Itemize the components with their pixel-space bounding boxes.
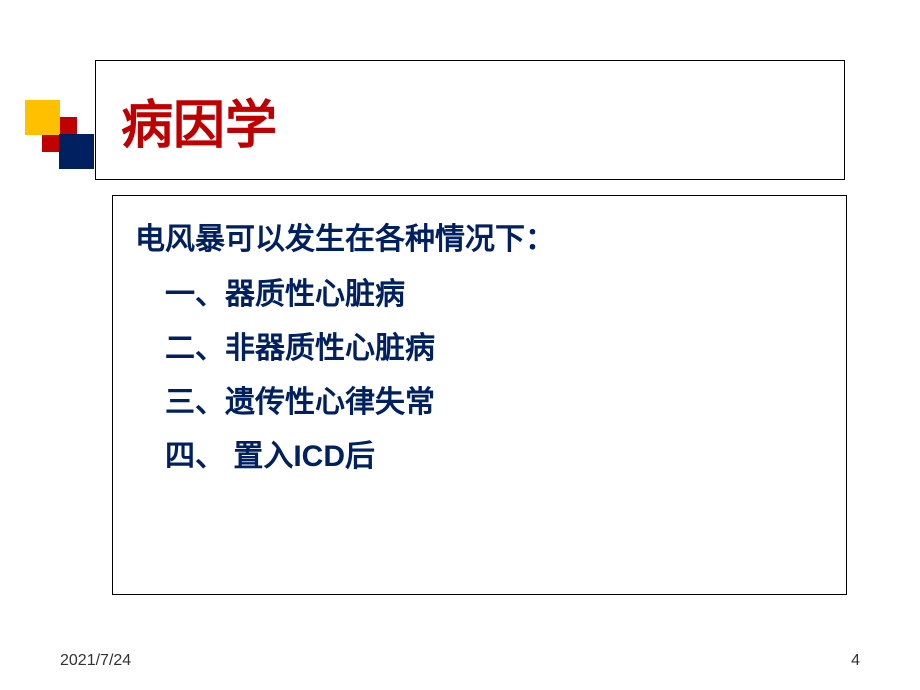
content-item-2: 二、非器质性心脏病 [165,328,824,370]
decoration-blue-square [59,134,94,169]
footer-date: 2021/7/24 [60,652,131,670]
content-item-4: 四、 置入ICD后 [165,436,824,478]
corner-decoration [25,100,95,170]
content-container: 电风暴可以发生在各种情况下： 一、器质性心脏病 二、非器质性心脏病 三、遗传性心… [112,195,847,595]
slide-title: 病因学 [121,83,277,158]
content-intro: 电风暴可以发生在各种情况下： [135,214,824,258]
title-container: 病因学 [95,60,845,180]
footer-page-number: 4 [851,652,860,670]
content-item-3: 三、遗传性心律失常 [165,382,824,424]
decoration-yellow-square [25,100,60,135]
content-item-1: 一、器质性心脏病 [165,274,824,316]
